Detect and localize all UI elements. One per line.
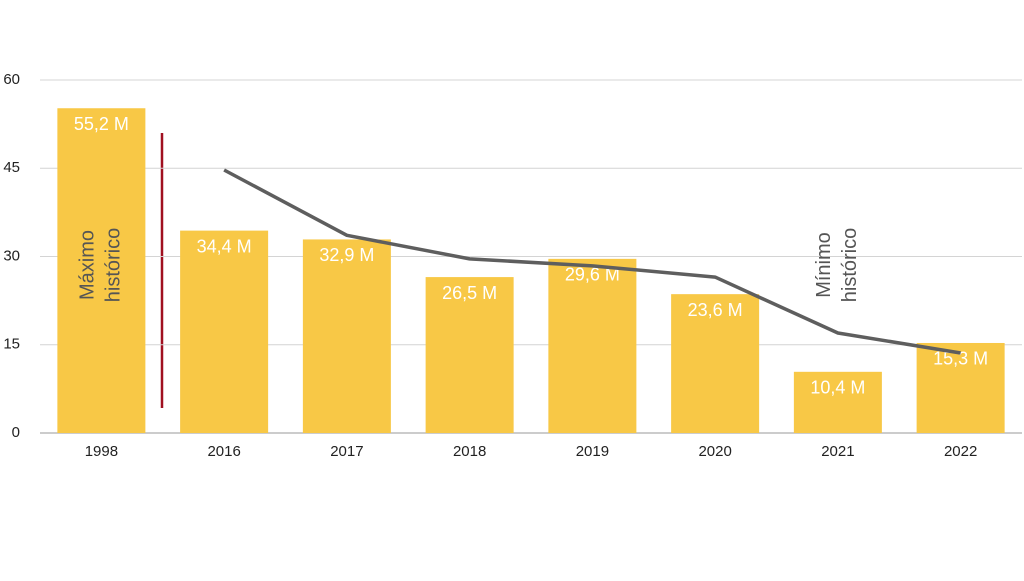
bar	[916, 342, 1005, 433]
x-tick-label: 2018	[453, 443, 486, 460]
x-tick-label: 2020	[698, 443, 731, 460]
y-tick-label: 60	[3, 71, 20, 88]
bar	[548, 258, 637, 433]
bar	[57, 108, 146, 434]
data-label: 23,6 M	[688, 300, 743, 320]
annotation: Mínimo histórico	[813, 228, 861, 302]
y-tick-label: 30	[3, 247, 20, 264]
bar	[671, 294, 760, 433]
bar	[793, 371, 882, 433]
data-label: 29,6 M	[565, 265, 620, 285]
data-label: 55,2 M	[74, 114, 129, 134]
data-label: 15,3 M	[933, 349, 988, 369]
x-tick-label: 2021	[821, 443, 854, 460]
bar	[180, 230, 269, 433]
x-tick-label: 2017	[330, 443, 363, 460]
y-tick-label: 0	[12, 424, 20, 441]
annotation: Máximo histórico	[77, 228, 125, 302]
bar	[302, 239, 391, 433]
x-tick-label: 1998	[85, 443, 118, 460]
line	[223, 168, 961, 355]
x-tick-label: 2019	[576, 443, 609, 460]
y-tick-label: 45	[3, 159, 20, 176]
data-label: 26,5 M	[442, 283, 497, 303]
x-tick-label: 2016	[207, 443, 240, 460]
bar	[425, 277, 514, 433]
data-label: 32,9 M	[319, 245, 374, 265]
y-tick-label: 15	[3, 336, 20, 353]
data-label: 34,4 M	[197, 236, 252, 256]
x-tick-label: 2022	[944, 443, 977, 460]
data-label: 10,4 M	[810, 378, 865, 398]
